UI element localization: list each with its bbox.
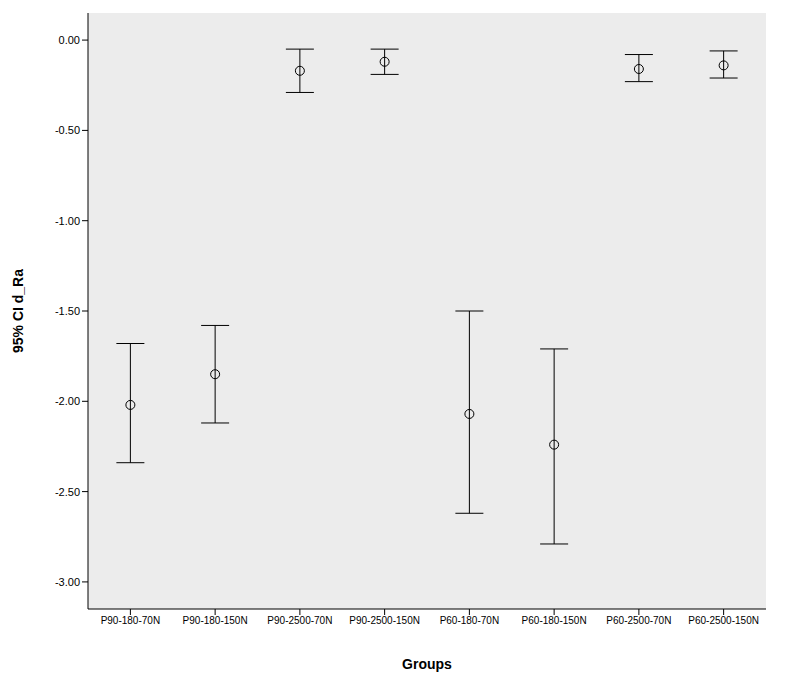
svg-text:95% CI d_Ra: 95% CI d_Ra	[10, 269, 26, 353]
svg-text:-0.50: -0.50	[55, 124, 80, 136]
svg-text:P90-2500-150N: P90-2500-150N	[349, 615, 420, 626]
svg-text:Groups: Groups	[402, 656, 452, 672]
svg-text:-2.00: -2.00	[55, 395, 80, 407]
svg-text:-1.50: -1.50	[55, 305, 80, 317]
svg-text:-3.00: -3.00	[55, 576, 80, 588]
svg-text:P90-180-150N: P90-180-150N	[183, 615, 248, 626]
svg-text:P60-180-150N: P60-180-150N	[522, 615, 587, 626]
svg-text:P90-180-70N: P90-180-70N	[101, 615, 160, 626]
svg-text:P90-2500-70N: P90-2500-70N	[267, 615, 332, 626]
svg-text:0.00: 0.00	[59, 34, 80, 46]
svg-text:-1.00: -1.00	[55, 215, 80, 227]
svg-text:-2.50: -2.50	[55, 486, 80, 498]
svg-text:P60-2500-150N: P60-2500-150N	[688, 615, 759, 626]
svg-text:P60-180-70N: P60-180-70N	[440, 615, 499, 626]
svg-text:P60-2500-70N: P60-2500-70N	[606, 615, 671, 626]
